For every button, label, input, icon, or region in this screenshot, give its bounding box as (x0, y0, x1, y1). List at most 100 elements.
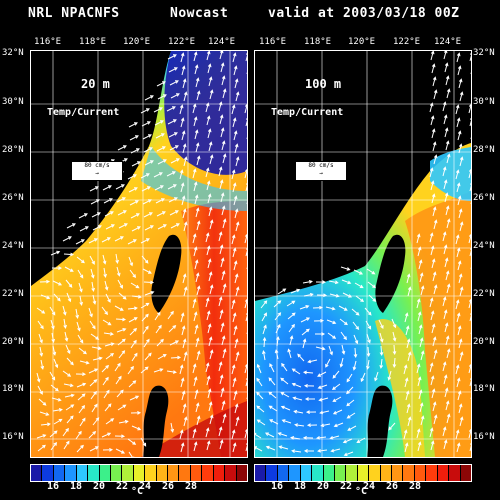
current-arrow-icon (405, 325, 410, 336)
current-arrow-icon (62, 370, 72, 377)
current-arrow-icon (268, 377, 276, 386)
current-arrow-icon (339, 357, 344, 368)
current-arrow-icon (77, 334, 84, 344)
current-arrow-icon (445, 335, 450, 346)
current-arrow-icon (280, 405, 291, 411)
current-arrow-icon (168, 67, 178, 73)
current-arrow-icon (153, 368, 164, 373)
current-arrow-icon (78, 404, 86, 414)
current-arrow-icon (232, 247, 237, 258)
reference-arrow-icon: → (319, 170, 323, 177)
current-arrow-icon (209, 154, 214, 165)
current-arrow-icon (40, 422, 51, 427)
current-arrow-icon (276, 336, 280, 347)
current-arrow-icon (222, 218, 227, 229)
current-arrow-icon (66, 223, 76, 229)
current-arrow-icon (127, 365, 134, 375)
current-arrow-icon (206, 180, 211, 191)
current-arrow-icon (468, 363, 471, 374)
lon-tick-120-left: 120°E (123, 37, 151, 47)
lat-tick-16-right: 16°N (473, 432, 495, 442)
current-arrow-icon (430, 115, 435, 126)
current-arrow-icon (128, 380, 137, 388)
current-arrow-icon (141, 313, 149, 322)
current-arrow-icon (442, 296, 447, 307)
current-arrow-icon (63, 252, 75, 257)
current-arrow-icon (235, 91, 240, 102)
current-arrow-icon (101, 432, 112, 438)
current-arrow-icon (273, 300, 282, 308)
current-arrow-icon (142, 268, 152, 274)
current-arrow-icon (168, 324, 177, 333)
current-arrow-icon (456, 377, 461, 388)
current-arrow-icon (445, 400, 450, 411)
current-arrow-icon (431, 323, 436, 334)
current-arrow-icon (64, 393, 75, 398)
current-arrow-icon (130, 410, 142, 415)
current-arrow-icon (458, 273, 463, 284)
current-arrow-icon (209, 349, 214, 360)
current-arrow-icon (346, 386, 354, 395)
colorbar-label-22-left: 22 (116, 481, 129, 492)
current-arrow-icon (445, 140, 450, 151)
current-arrow-icon (118, 292, 127, 300)
colorbar-swatch (449, 465, 461, 481)
current-arrow-icon (265, 445, 276, 451)
current-arrow-icon (38, 333, 43, 344)
current-arrow-icon (368, 294, 377, 302)
current-arrow-icon (446, 283, 451, 294)
current-arrow-icon (78, 282, 83, 293)
current-arrow-icon (194, 324, 199, 335)
current-arrow-icon (457, 390, 462, 401)
current-arrow-icon (417, 311, 422, 322)
current-arrow-icon (286, 300, 296, 307)
current-arrow-icon (222, 283, 227, 294)
current-arrow-icon (262, 350, 266, 361)
current-arrow-icon (235, 221, 240, 232)
current-arrow-icon (102, 185, 112, 191)
current-arrow-icon (235, 156, 240, 167)
current-arrow-icon (354, 282, 364, 289)
current-arrow-icon (456, 52, 461, 63)
current-arrow-icon (431, 63, 436, 74)
colorbar-swatch (42, 465, 54, 481)
current-arrow-icon (218, 166, 223, 177)
current-arrow-icon (128, 451, 135, 457)
unit-label-left: °C (131, 486, 144, 497)
valid-time: valid at 2003/03/18 00Z (268, 6, 460, 21)
current-arrow-icon (40, 294, 51, 300)
current-arrow-icon (468, 298, 471, 309)
current-arrow-icon (75, 239, 85, 245)
current-arrow-icon (346, 373, 353, 383)
colorbar-label-16-left: 16 (47, 481, 60, 492)
current-arrow-icon (444, 387, 449, 398)
current-arrow-icon (157, 94, 167, 100)
current-arrow-icon (291, 368, 301, 375)
current-arrow-icon (443, 309, 448, 320)
current-arrow-icon (209, 284, 214, 295)
current-arrow-icon (432, 206, 437, 217)
current-arrow-icon (446, 153, 451, 164)
current-arrow-icon (117, 338, 126, 346)
current-arrow-icon (218, 231, 223, 242)
current-arrow-icon (429, 167, 434, 178)
current-arrow-icon (156, 211, 166, 217)
current-arrow-icon (140, 173, 150, 179)
current-arrow-icon (167, 184, 177, 190)
current-arrow-icon (457, 325, 462, 336)
current-arrow-icon (221, 400, 226, 411)
lat-tick-32-left: 32°N (2, 48, 24, 58)
current-arrow-icon (75, 372, 87, 377)
current-arrow-icon (416, 233, 421, 244)
current-arrow-icon (166, 171, 176, 177)
current-arrow-icon (194, 389, 199, 400)
run-type: Nowcast (170, 6, 229, 21)
current-arrow-icon (342, 292, 353, 298)
current-arrow-icon (36, 307, 46, 314)
current-arrow-icon (143, 147, 153, 153)
current-arrow-icon (233, 195, 238, 206)
current-arrow-icon (456, 182, 461, 193)
current-arrow-icon (456, 442, 461, 453)
current-arrow-icon (458, 403, 463, 414)
current-arrow-icon (140, 108, 150, 114)
